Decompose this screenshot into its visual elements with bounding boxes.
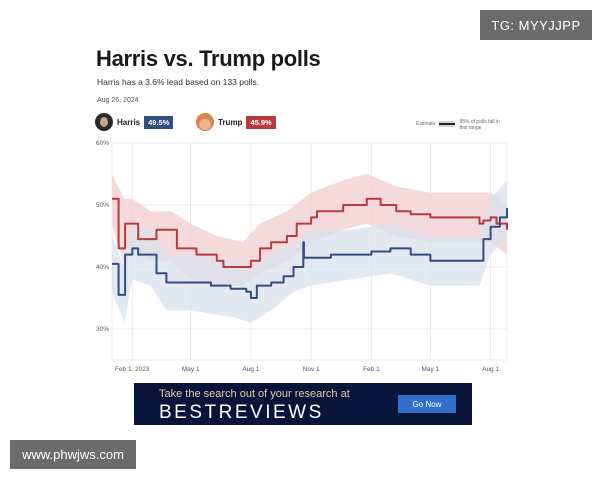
- legend-range-label: 95% of polls fall in this range: [459, 119, 500, 131]
- y-tick-label: 40%: [96, 264, 109, 271]
- ad-brand: BESTREVIEWS: [159, 402, 324, 423]
- band-trump: [112, 174, 507, 286]
- watermark-top: TG: MYYJJPP: [480, 10, 592, 40]
- page-date: Aug 26, 2024: [97, 97, 139, 104]
- y-tick-label: 60%: [96, 140, 109, 147]
- ad-tagline: Take the search out of your research at: [159, 388, 350, 400]
- chart-legend: Estimate 95% of polls fall in this range: [416, 119, 507, 131]
- x-tick-label: Feb 1, 2023: [115, 366, 150, 373]
- page-subtitle: Harris has a 3.6% lead based on 133 poll…: [97, 77, 260, 87]
- candidate-percentage: 45.9%: [246, 115, 276, 129]
- line-trump: [112, 197, 508, 268]
- watermark-bottom: www.phwjws.com: [10, 440, 136, 469]
- harris-avatar: [95, 113, 113, 131]
- band-harris: [112, 180, 507, 323]
- y-tick-label: 50%: [96, 202, 109, 209]
- x-tick-label: Nov 1: [303, 366, 320, 373]
- candidate-name: Harris: [117, 117, 141, 127]
- candidate-name: Trump: [218, 117, 243, 127]
- legend-estimate-label: Estimate: [416, 121, 436, 127]
- candidate-trump: Trump 45.9%: [196, 112, 276, 132]
- legend-swatch-icon: [439, 121, 456, 127]
- x-tick-label: May 1: [182, 366, 200, 373]
- x-tick-label: Aug 1: [482, 366, 499, 373]
- y-tick-label: 30%: [96, 326, 109, 333]
- ad-go-now-button[interactable]: Go Now: [398, 395, 456, 413]
- poll-chart: 30% 40% 50% 60% Feb 1, 2023 May 1 Aug 1 Nov 1 Fe…: [96, 140, 508, 373]
- ad-banner[interactable]: Take the search out of your research at …: [134, 383, 472, 425]
- x-tick-label: Feb 1: [363, 366, 380, 373]
- candidate-harris: Harris 49.5%: [95, 112, 174, 132]
- line-harris: [112, 208, 508, 299]
- trump-avatar: [196, 113, 214, 131]
- candidate-percentage: 49.5%: [144, 115, 174, 129]
- page-title: Harris vs. Trump polls: [96, 46, 321, 71]
- x-tick-label: May 1: [422, 366, 440, 373]
- x-tick-label: Aug 1: [242, 366, 259, 373]
